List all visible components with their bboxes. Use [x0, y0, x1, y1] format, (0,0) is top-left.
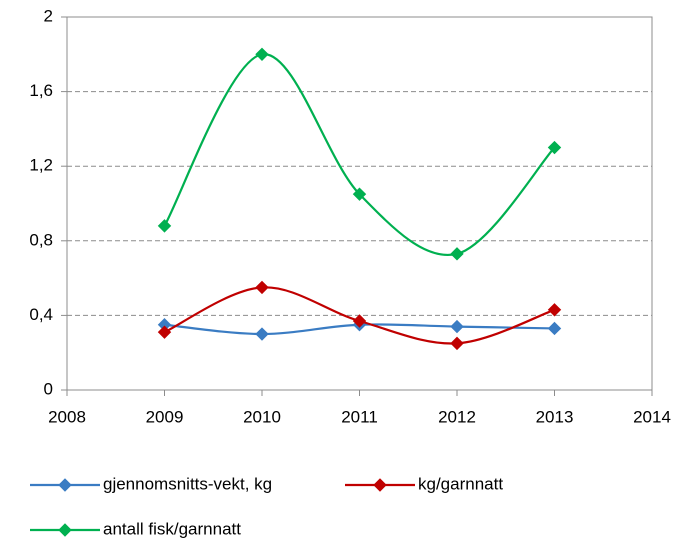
- point-marker: [547, 303, 562, 317]
- point-marker: [157, 325, 172, 339]
- series-line: [163, 53, 556, 257]
- x-tick-label: 2010: [243, 407, 281, 426]
- point-marker: [255, 47, 269, 62]
- legend-marker: [58, 523, 72, 537]
- point-marker: [450, 319, 464, 334]
- point-marker: [450, 247, 464, 261]
- legend-label: gjennomsnitts-vekt, kg: [103, 474, 272, 493]
- legend-marker: [58, 478, 72, 492]
- legend: gjennomsnitts-vekt, kg kg/garnnatt antall …: [30, 474, 503, 538]
- y-tick-label: 0: [44, 379, 53, 398]
- x-tick-label: 2008: [48, 407, 86, 426]
- point-marker: [157, 219, 172, 233]
- y-tick-label: 2: [44, 6, 53, 25]
- point-marker: [255, 280, 269, 295]
- x-tick-label: 2013: [536, 407, 574, 426]
- plot-area: [157, 47, 562, 351]
- point-marker: [450, 336, 464, 351]
- legend-marker: [373, 478, 387, 492]
- x-tick-label: 2011: [341, 407, 378, 426]
- y-tick-label: 1,2: [29, 156, 53, 175]
- legend-label: antall fisk/garnnatt: [103, 519, 241, 538]
- x-tick-label: 2009: [146, 407, 184, 426]
- y-tick-label: 0,4: [29, 305, 53, 324]
- point-marker: [547, 140, 562, 155]
- x-tick-label: 2014: [633, 407, 671, 426]
- point-marker: [547, 321, 562, 336]
- x-tick-label: 2012: [438, 407, 476, 426]
- point-marker: [255, 327, 269, 341]
- y-tick-label: 1,6: [29, 81, 53, 100]
- point-marker: [352, 314, 367, 328]
- y-tick-label: 0,8: [29, 230, 53, 249]
- point-marker: [352, 187, 367, 201]
- legend-label: kg/garnnatt: [418, 474, 503, 493]
